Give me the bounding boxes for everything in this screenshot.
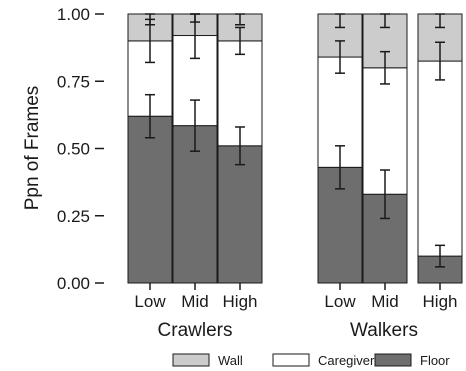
legend-label-wall: Wall (218, 353, 243, 368)
bar-segment-floor (417, 255, 463, 284)
y-tick-label: 0.75 (57, 72, 90, 91)
x-tick-label: Low (324, 292, 356, 311)
legend-swatch-wall (172, 353, 210, 367)
x-tick-label: High (423, 292, 458, 311)
y-tick-label: 0.00 (57, 274, 90, 293)
legend-swatch-floor (374, 353, 412, 367)
x-tick-label: Mid (181, 292, 208, 311)
y-axis: 0.00 0.25 0.50 0.75 1.00 (57, 5, 104, 293)
panel-crawlers: Low Mid High Crawlers (127, 13, 263, 341)
x-tick-label: Mid (371, 292, 398, 311)
bar-segment-caregiver (417, 60, 463, 257)
legend-swatch-caregiver (272, 353, 310, 367)
y-tick-label: 0.25 (57, 207, 90, 226)
panel-title: Crawlers (158, 320, 233, 341)
y-axis-title: Ppn of Frames (22, 86, 43, 211)
panel-walkers: Low Mid High Walkers (317, 13, 463, 341)
x-tick-label: Low (134, 292, 166, 311)
x-tick-label: High (223, 292, 258, 311)
panels: Low Mid High Crawlers Low Mid High Walkers (127, 13, 463, 341)
legend-label-caregiver: Caregiver (318, 353, 375, 368)
legend: Wall Caregiver Floor (172, 353, 450, 368)
panel-title: Walkers (350, 320, 418, 341)
bar-segment-floor (127, 115, 173, 284)
y-tick-label: 0.50 (57, 140, 90, 159)
bar-segment-floor (217, 145, 263, 284)
legend-label-floor: Floor (420, 353, 450, 368)
y-tick-label: 1.00 (57, 5, 90, 24)
